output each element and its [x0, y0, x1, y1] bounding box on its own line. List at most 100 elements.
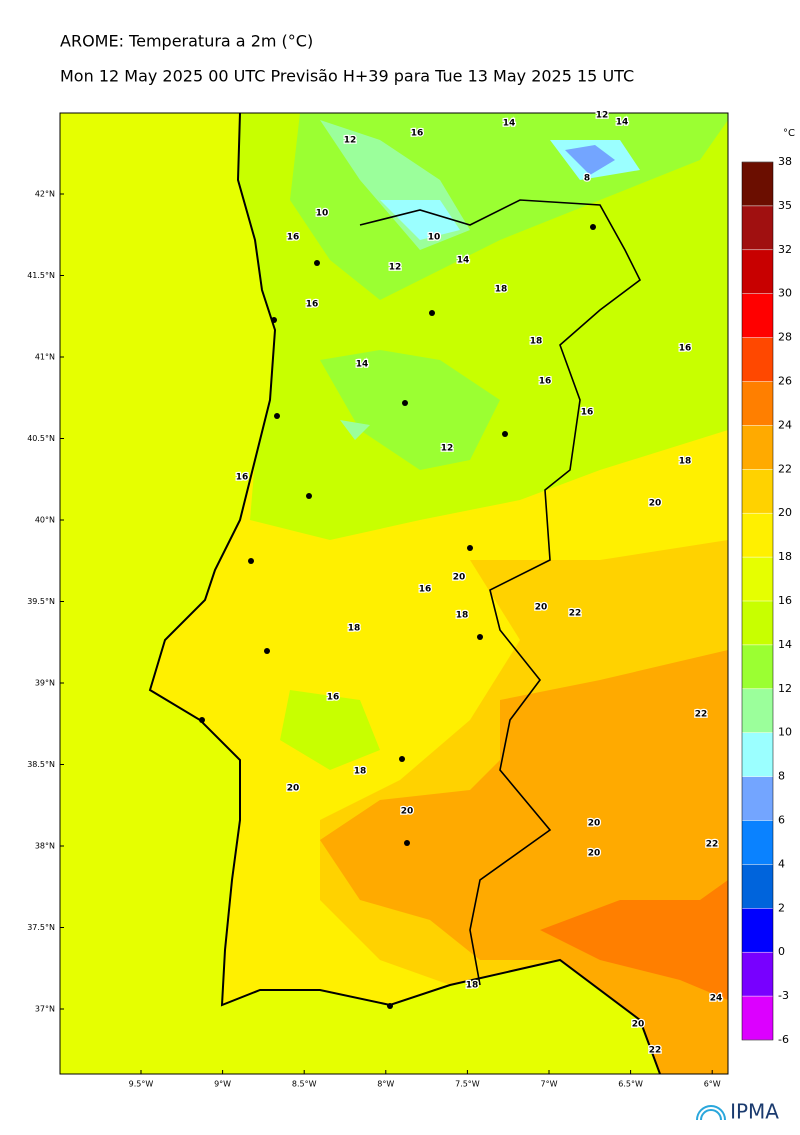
subtitle: Mon 12 May 2025 00 UTC Previsão H+39 par… [60, 67, 634, 86]
colorbar-segment [742, 776, 773, 821]
colorbar-label: 10 [778, 726, 792, 739]
contour-label: 12 [441, 444, 454, 454]
contour-label: 16 [419, 585, 432, 595]
colorbar-label: 20 [778, 506, 792, 519]
contour-label: 20 [453, 573, 466, 583]
lon-label: 7°W [541, 1080, 558, 1089]
contour-label: 8 [584, 174, 590, 184]
colorbar-label: -3 [778, 989, 789, 1002]
lat-label: 41°N [35, 353, 55, 362]
lat-label: 37.5°N [27, 923, 55, 932]
lat-label: 39.5°N [27, 597, 55, 606]
lat-label: 38°N [35, 842, 55, 851]
lon-label: 9.5°W [129, 1080, 154, 1089]
contour-label: 16 [287, 233, 300, 243]
contour-label: 16 [581, 408, 594, 418]
contour-label: 22 [569, 609, 582, 619]
colorbar-label: 28 [778, 331, 792, 344]
contour-label: 22 [695, 710, 708, 720]
lat-label: 42°N [35, 190, 55, 199]
lat-label: 41.5°N [27, 271, 55, 280]
colorbar-label: 14 [778, 638, 792, 651]
contour-label: 10 [316, 209, 329, 219]
lon-label: 7.5°W [455, 1080, 480, 1089]
contour-label: 18 [348, 624, 361, 634]
colorbar-segment [742, 557, 773, 601]
colorbar-label: 12 [778, 682, 792, 695]
colorbar-label: 22 [778, 462, 792, 475]
colorbar-unit: °C [783, 128, 795, 139]
colorbar-label: 18 [778, 550, 792, 563]
contour-label: 20 [632, 1020, 645, 1030]
colorbar-label: 35 [778, 199, 792, 212]
colorbar-label: 32 [778, 243, 792, 256]
contour-label: 18 [530, 337, 543, 347]
lat-label: 39°N [35, 679, 55, 688]
contour-label: 18 [456, 611, 469, 621]
contour-label: 20 [287, 784, 300, 794]
colorbar-segment [742, 996, 773, 1040]
contour-label: 16 [306, 300, 319, 310]
lon-label: 9°W [214, 1080, 231, 1089]
lat-label: 37°N [35, 1005, 55, 1014]
contour-label: 16 [539, 377, 552, 387]
contour-label: 12 [596, 111, 609, 121]
contour-label: 20 [401, 807, 414, 817]
contour-label: 18 [354, 767, 367, 777]
contour-label: 16 [679, 344, 692, 354]
colorbar-segment [742, 162, 773, 206]
colorbar-segment [742, 644, 773, 689]
colorbar-segment [742, 293, 773, 338]
contour-label: 22 [649, 1046, 662, 1056]
contour-label: 12 [344, 136, 357, 146]
map-field [60, 113, 728, 1074]
contour-label: 16 [327, 693, 340, 703]
colorbar-label: 30 [778, 287, 792, 300]
colorbar-segment [742, 732, 773, 777]
colorbar-segment [742, 513, 773, 558]
lat-label: 38.5°N [27, 760, 55, 769]
colorbar-segment [742, 688, 773, 733]
colorbar-segment [742, 908, 773, 953]
contour-label: 20 [535, 603, 548, 613]
colorbar-label: 6 [778, 814, 785, 827]
lat-label: 40°N [35, 516, 55, 525]
contour-label: 14 [616, 118, 629, 128]
contour-label: 20 [588, 819, 601, 829]
colorbar-segment [742, 337, 773, 382]
city-dots [199, 224, 596, 1009]
contour-label: 22 [706, 840, 719, 850]
colorbar-label: 26 [778, 375, 792, 388]
colorbar-segment [742, 601, 773, 645]
colorbar-segment [742, 381, 773, 426]
colorbar-segment [742, 425, 773, 470]
contour-label: 16 [236, 473, 249, 483]
colorbar-label: 0 [778, 945, 785, 958]
contour-label: 14 [457, 256, 470, 266]
lon-label: 6°W [704, 1080, 721, 1089]
lon-label: 8°W [377, 1080, 394, 1089]
title: AROME: Temperatura a 2m (°C) [60, 32, 313, 51]
contour-label: 16 [411, 129, 424, 139]
colorbar-label: 8 [778, 770, 785, 783]
colorbar-segment [742, 864, 773, 909]
contour-label: 14 [356, 360, 369, 370]
lon-label: 6.5°W [618, 1080, 643, 1089]
map-frame [59, 112, 729, 1075]
contour-label: 18 [495, 285, 508, 295]
contour-label: 12 [389, 263, 402, 273]
colorbar-segment [742, 820, 773, 865]
contour-label: 20 [588, 849, 601, 859]
colorbar-segment [742, 952, 773, 997]
contour-label: 18 [679, 457, 692, 467]
colorbar-label: 4 [778, 857, 785, 870]
colorbar-segment [742, 469, 773, 514]
contour-label: 10 [428, 233, 441, 243]
colorbar-label: 16 [778, 594, 792, 607]
colorbar-segment [742, 205, 773, 250]
colorbar-label: -6 [778, 1033, 789, 1046]
colorbar-frame [741, 161, 774, 1041]
logo-icon [696, 1105, 726, 1121]
colorbar-label: 2 [778, 901, 785, 914]
